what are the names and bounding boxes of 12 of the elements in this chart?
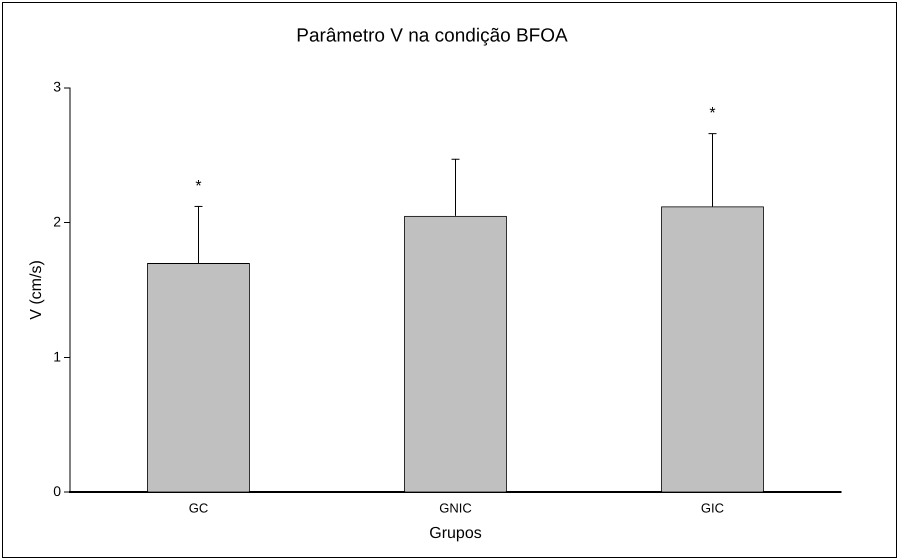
x-tick-label: GIC xyxy=(700,500,724,516)
x-tick-label: GNIC xyxy=(439,500,472,516)
y-tick-label: 2 xyxy=(53,213,62,230)
y-tick-label: 3 xyxy=(53,78,62,95)
y-tick-label: 1 xyxy=(53,348,62,364)
chart-title: Parâmetro V na condição BFOA xyxy=(296,26,568,47)
annotation: * xyxy=(195,178,202,195)
annotation: * xyxy=(709,105,716,122)
x-axis-title: Grupos xyxy=(429,524,482,542)
x-tick-label: GC xyxy=(188,500,208,516)
y-tick-label: 0 xyxy=(53,483,62,500)
y-axis-title: V (cm/s) xyxy=(28,260,46,320)
